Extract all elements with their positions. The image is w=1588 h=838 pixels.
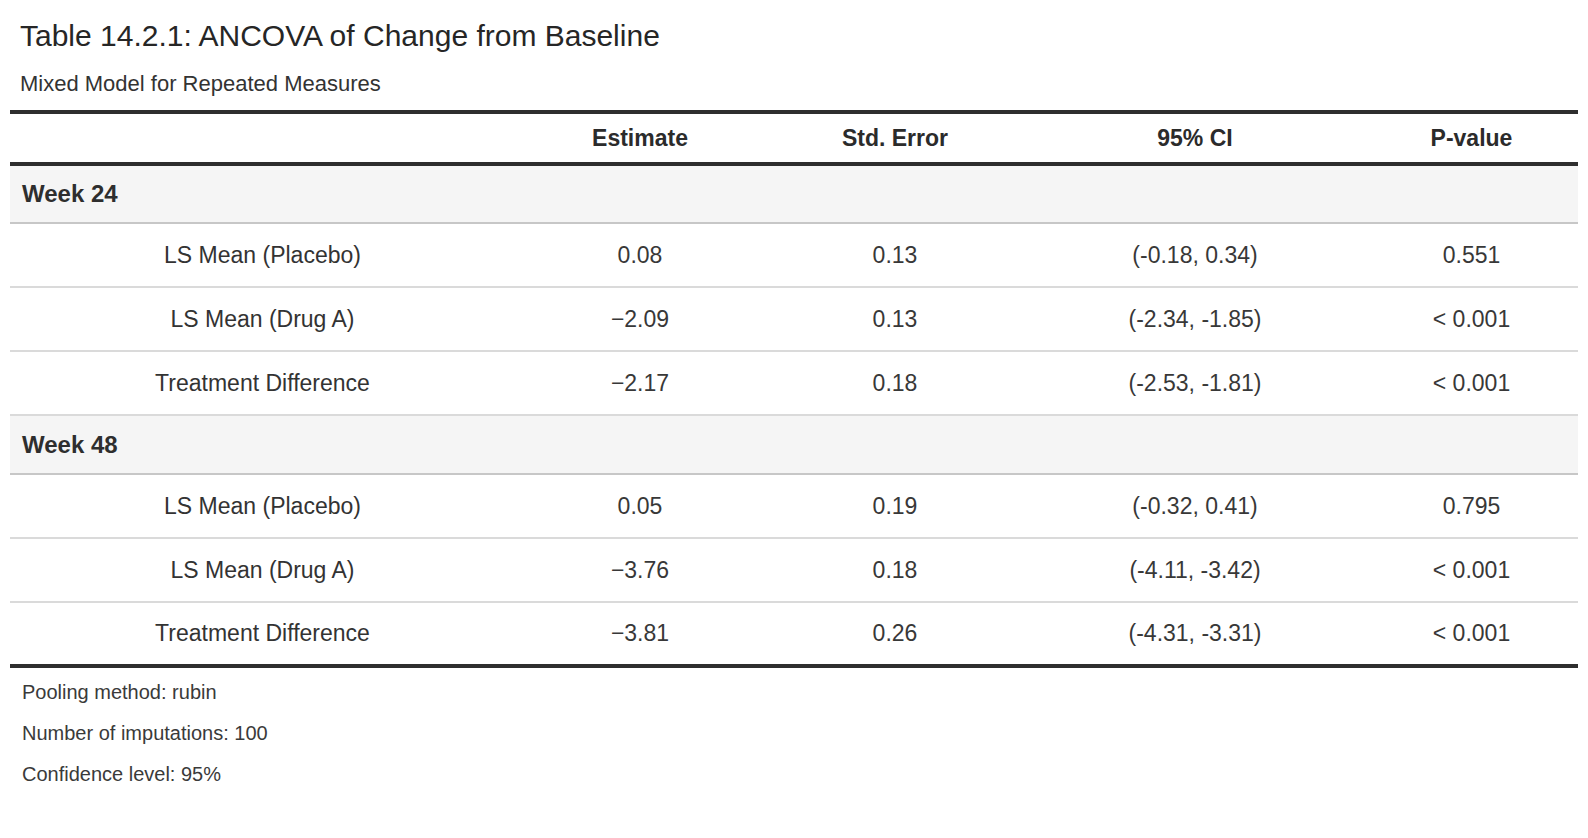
estimate-cell: 0.08: [515, 223, 765, 287]
table-row: LS Mean (Drug A)−2.090.13(-2.34, -1.85)<…: [10, 287, 1578, 351]
stub-header: [10, 112, 515, 164]
p-value-cell: < 0.001: [1365, 602, 1578, 666]
row-label: LS Mean (Drug A): [10, 538, 515, 602]
p-value-cell: < 0.001: [1365, 538, 1578, 602]
ci-cell: (-4.31, -3.31): [1025, 602, 1365, 666]
table-row: LS Mean (Drug A)−3.760.18(-4.11, -3.42)<…: [10, 538, 1578, 602]
table-body: Week 24LS Mean (Placebo)0.080.13(-0.18, …: [10, 164, 1578, 666]
group-label: Week 48: [10, 415, 1578, 474]
p-value-cell: < 0.001: [1365, 351, 1578, 415]
report-page: Table 14.2.1: ANCOVA of Change from Base…: [0, 0, 1588, 838]
table-header: Estimate Std. Error 95% CI P-value: [10, 112, 1578, 164]
estimate-cell: −2.09: [515, 287, 765, 351]
estimate-cell: 0.05: [515, 474, 765, 538]
ci-cell: (-2.53, -1.81): [1025, 351, 1365, 415]
ci-cell: (-0.18, 0.34): [1025, 223, 1365, 287]
col-header-estimate: Estimate: [515, 112, 765, 164]
row-label: Treatment Difference: [10, 351, 515, 415]
std-error-cell: 0.19: [765, 474, 1025, 538]
ci-cell: (-4.11, -3.42): [1025, 538, 1365, 602]
ci-cell: (-2.34, -1.85): [1025, 287, 1365, 351]
footnote: Confidence level: 95%: [22, 762, 1566, 786]
std-error-cell: 0.18: [765, 351, 1025, 415]
col-header-95-ci: 95% CI: [1025, 112, 1365, 164]
group-row: Week 24: [10, 164, 1578, 223]
row-label: LS Mean (Drug A): [10, 287, 515, 351]
footnote: Number of imputations: 100: [22, 721, 1566, 745]
std-error-cell: 0.26: [765, 602, 1025, 666]
estimate-cell: −2.17: [515, 351, 765, 415]
p-value-cell: 0.795: [1365, 474, 1578, 538]
group-label: Week 24: [10, 164, 1578, 223]
estimate-cell: −3.76: [515, 538, 765, 602]
table-row: LS Mean (Placebo)0.050.19(-0.32, 0.41)0.…: [10, 474, 1578, 538]
footnote: Pooling method: rubin: [22, 680, 1566, 704]
group-row: Week 48: [10, 415, 1578, 474]
table-row: Treatment Difference−3.810.26(-4.31, -3.…: [10, 602, 1578, 666]
p-value-cell: 0.551: [1365, 223, 1578, 287]
table-row: Treatment Difference−2.170.18(-2.53, -1.…: [10, 351, 1578, 415]
estimate-cell: −3.81: [515, 602, 765, 666]
std-error-cell: 0.13: [765, 223, 1025, 287]
table-title: Table 14.2.1: ANCOVA of Change from Base…: [10, 0, 1578, 54]
table-row: LS Mean (Placebo)0.080.13(-0.18, 0.34)0.…: [10, 223, 1578, 287]
ancova-results-table: Estimate Std. Error 95% CI P-value Week …: [10, 110, 1578, 668]
header-row: Estimate Std. Error 95% CI P-value: [10, 112, 1578, 164]
std-error-cell: 0.18: [765, 538, 1025, 602]
table-subtitle: Mixed Model for Repeated Measures: [10, 54, 1578, 110]
footnotes: Pooling method: rubin Number of imputatio…: [10, 668, 1578, 786]
std-error-cell: 0.13: [765, 287, 1025, 351]
ci-cell: (-0.32, 0.41): [1025, 474, 1365, 538]
col-header-std-error: Std. Error: [765, 112, 1025, 164]
row-label: Treatment Difference: [10, 602, 515, 666]
col-header-p-value: P-value: [1365, 112, 1578, 164]
row-label: LS Mean (Placebo): [10, 223, 515, 287]
row-label: LS Mean (Placebo): [10, 474, 515, 538]
p-value-cell: < 0.001: [1365, 287, 1578, 351]
